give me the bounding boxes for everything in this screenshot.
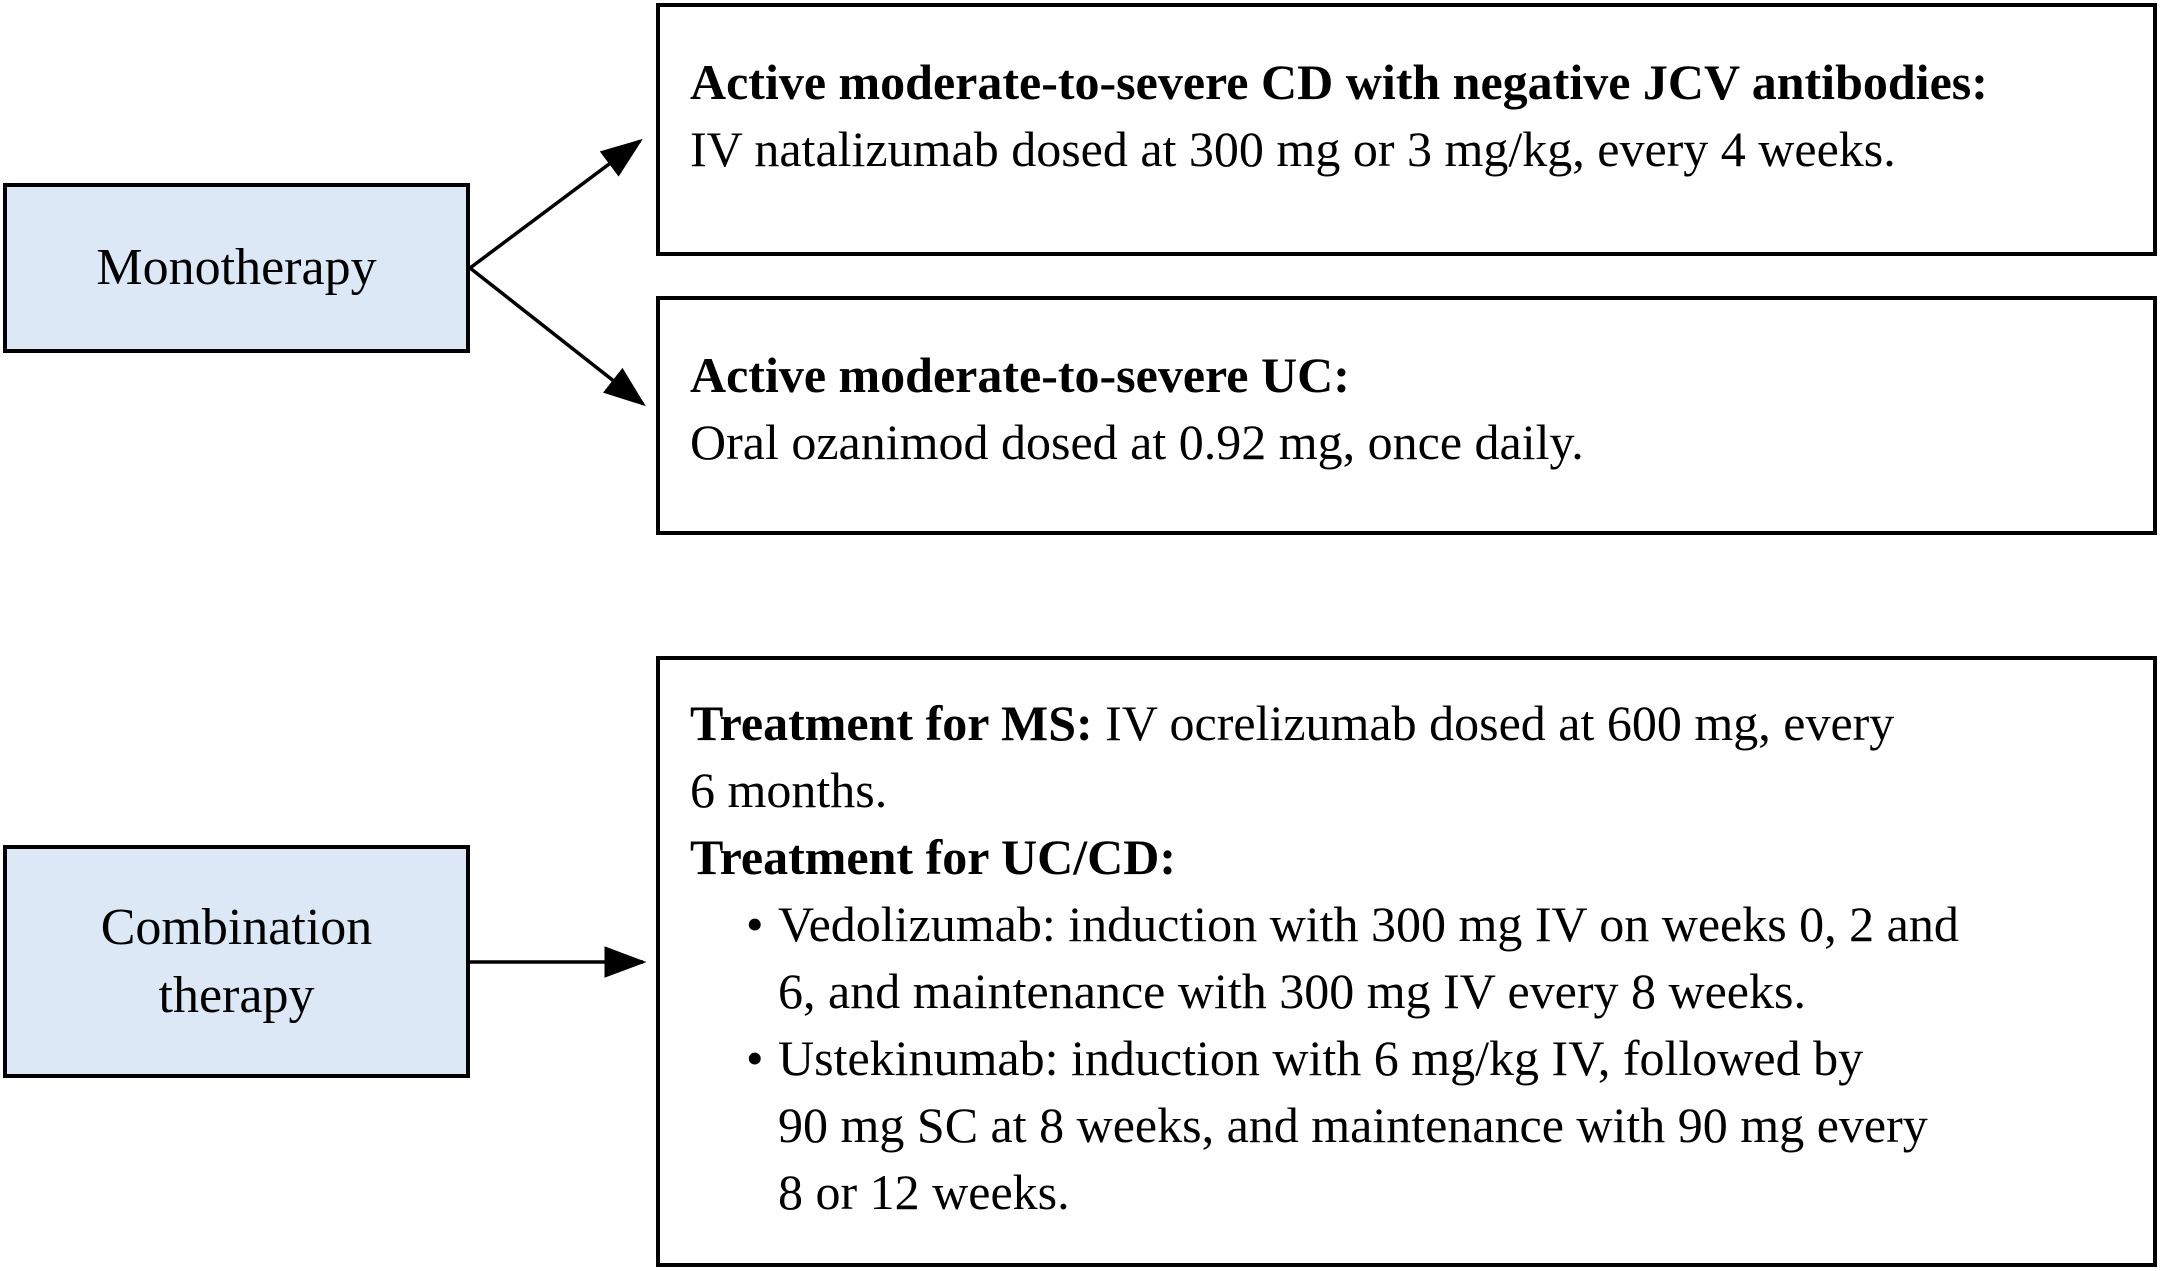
- node-combination-treatment: Treatment for MS: IV ocrelizumab dosed a…: [656, 656, 2157, 1267]
- bullet-icon: •: [746, 1030, 764, 1086]
- monotherapy-label: Monotherapy: [96, 239, 377, 296]
- ms-body-line1: IV ocrelizumab dosed at 600 mg, every: [1092, 695, 1895, 751]
- bullet-ustekinumab-text1: Ustekinumab: induction with 6 mg/kg IV, …: [778, 1030, 1864, 1086]
- uc-body: Oral ozanimod dosed at 0.92 mg, once dai…: [690, 414, 1584, 470]
- combination-label-line2: therapy: [158, 966, 315, 1024]
- uccd-heading: Treatment for UC/CD:: [690, 829, 1176, 885]
- node-combination-therapy: Combination therapy: [3, 845, 470, 1078]
- node-cd-treatment: Active moderate-to-severe CD with negati…: [656, 3, 2157, 256]
- bullet-ustekinumab-line2: 90 mg SC at 8 weeks, and maintenance wit…: [778, 1097, 1928, 1153]
- uc-heading: Active moderate-to-severe UC:: [690, 347, 1350, 403]
- arrow-monotherapy-to-uc-icon: [468, 266, 646, 407]
- bullet-icon: •: [746, 896, 764, 952]
- node-uc-treatment: Active moderate-to-severe UC: Oral ozani…: [656, 296, 2157, 535]
- cd-heading: Active moderate-to-severe CD with negati…: [690, 54, 1988, 110]
- node-monotherapy: Monotherapy: [3, 183, 470, 353]
- bullet-vedolizumab-line2: 6, and maintenance with 300 mg IV every …: [778, 963, 1806, 1019]
- bullet-vedolizumab-line1: • Vedolizumab: induction with 300 mg IV o…: [690, 891, 2129, 958]
- bullet-vedolizumab-text1: Vedolizumab: induction with 300 mg IV on…: [778, 896, 1959, 952]
- arrow-monotherapy-to-cd-icon: [468, 138, 643, 270]
- bullet-ustekinumab-line1: • Ustekinumab: induction with 6 mg/kg IV,…: [690, 1025, 2129, 1092]
- bullet-ustekinumab-line3: 8 or 12 weeks.: [778, 1164, 1070, 1220]
- cd-body: IV natalizumab dosed at 300 mg or 3 mg/k…: [690, 121, 1896, 177]
- ms-treatment-line1: Treatment for MS: IV ocrelizumab dosed a…: [690, 690, 2129, 757]
- ms-treatment-line2: 6 months.: [690, 762, 888, 818]
- combination-label-line1: Combination: [100, 898, 373, 956]
- ms-heading: Treatment for MS:: [690, 695, 1093, 751]
